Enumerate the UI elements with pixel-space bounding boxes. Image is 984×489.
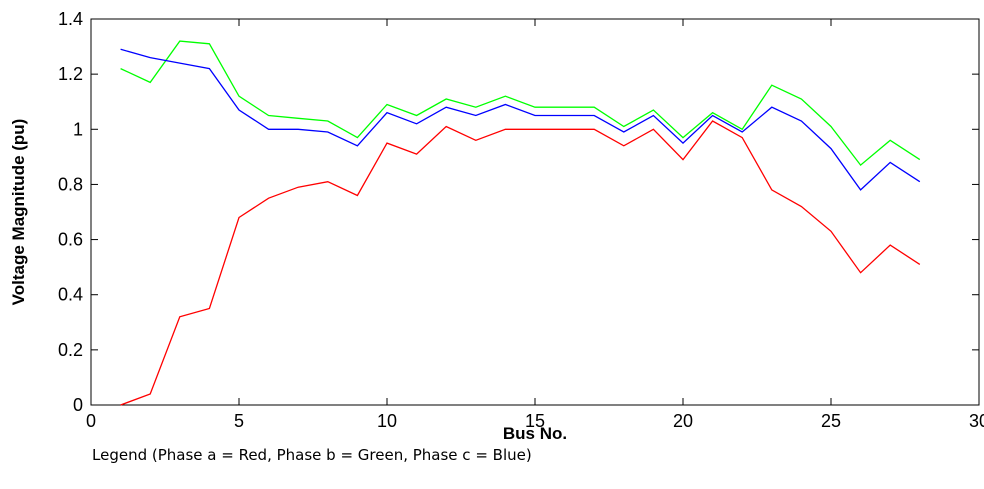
y-tick-label: 0.4	[58, 285, 83, 305]
y-tick-label: 0.2	[58, 340, 83, 360]
x-axis-label: Bus No.	[503, 424, 567, 443]
x-tick-label: 25	[821, 411, 841, 431]
y-tick-label: 0	[73, 395, 83, 415]
x-tick-label: 30	[969, 411, 984, 431]
y-tick-label: 0.8	[58, 174, 83, 194]
x-tick-label: 5	[234, 411, 244, 431]
y-axis-label: Voltage Magnitude (pu)	[9, 119, 28, 306]
plot-area	[90, 18, 980, 406]
x-tick-label: 0	[86, 411, 96, 431]
axis-ticks: 0 5 10 15 20 25 30 0 0.2 0.4 0.6 0.8 1 1.2 1.4	[58, 9, 984, 431]
y-tick-label: 1.2	[58, 64, 83, 84]
series-lines	[120, 40, 921, 406]
y-tick-label: 1	[73, 119, 83, 139]
series-line-2	[120, 40, 921, 167]
series-line-3	[120, 48, 921, 191]
x-tick-label: 15	[525, 411, 545, 431]
legend-note: Legend (Phase a = Red, Phase b = Green, …	[92, 446, 532, 464]
x-tick-label: 20	[673, 411, 693, 431]
y-tick-label: 0.6	[58, 230, 83, 250]
x-tick-label: 10	[377, 411, 397, 431]
series-line-1	[120, 120, 921, 406]
y-tick-label: 1.4	[58, 9, 83, 29]
